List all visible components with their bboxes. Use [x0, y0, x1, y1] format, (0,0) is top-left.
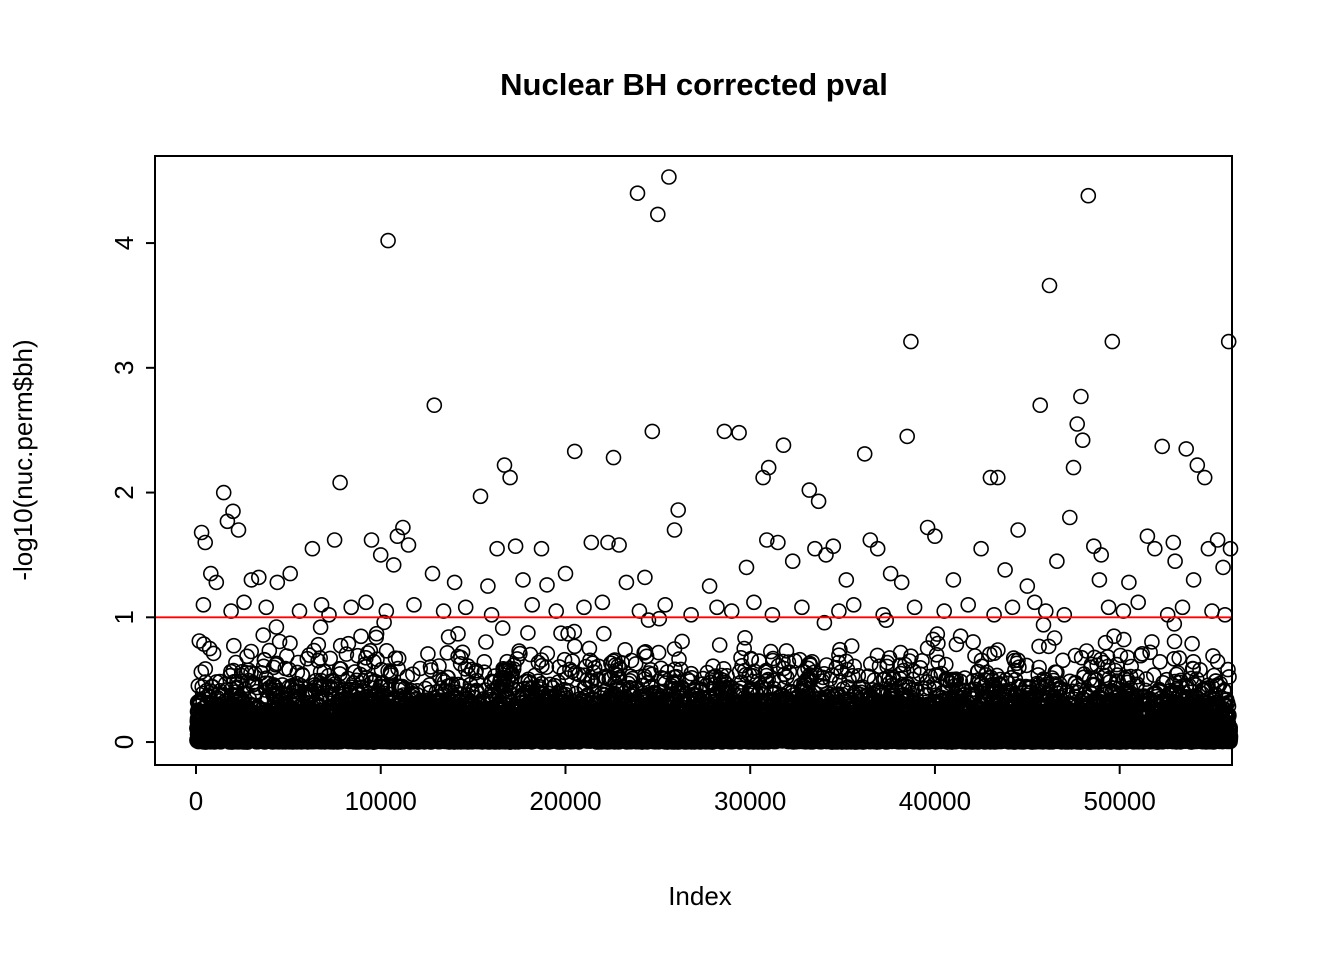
- axes: 0 10000 20000 30000 40000 50000 0 1 2 3 4: [109, 155, 1233, 816]
- tick-label: 30000: [714, 786, 786, 816]
- plot-box: [154, 155, 1233, 766]
- tick-label: 1: [109, 610, 139, 624]
- tick-label: 50000: [1084, 786, 1156, 816]
- tick-label: 40000: [899, 786, 971, 816]
- x-axis-label: Index: [668, 881, 732, 911]
- tick-label: 0: [109, 735, 139, 749]
- tick-label: 0: [189, 786, 203, 816]
- tick-label: 10000: [345, 786, 417, 816]
- y-axis-label: -log10(nuc.perm$bh): [8, 339, 38, 580]
- chart-title: Nuclear BH corrected pval: [500, 67, 888, 102]
- outlier-data-points: [193, 169, 1239, 623]
- tick-label: 4: [109, 236, 139, 250]
- tick-label: 2: [109, 485, 139, 499]
- tick-label: 3: [109, 361, 139, 375]
- dense-data-points: [189, 610, 1239, 750]
- tick-label: 20000: [529, 786, 601, 816]
